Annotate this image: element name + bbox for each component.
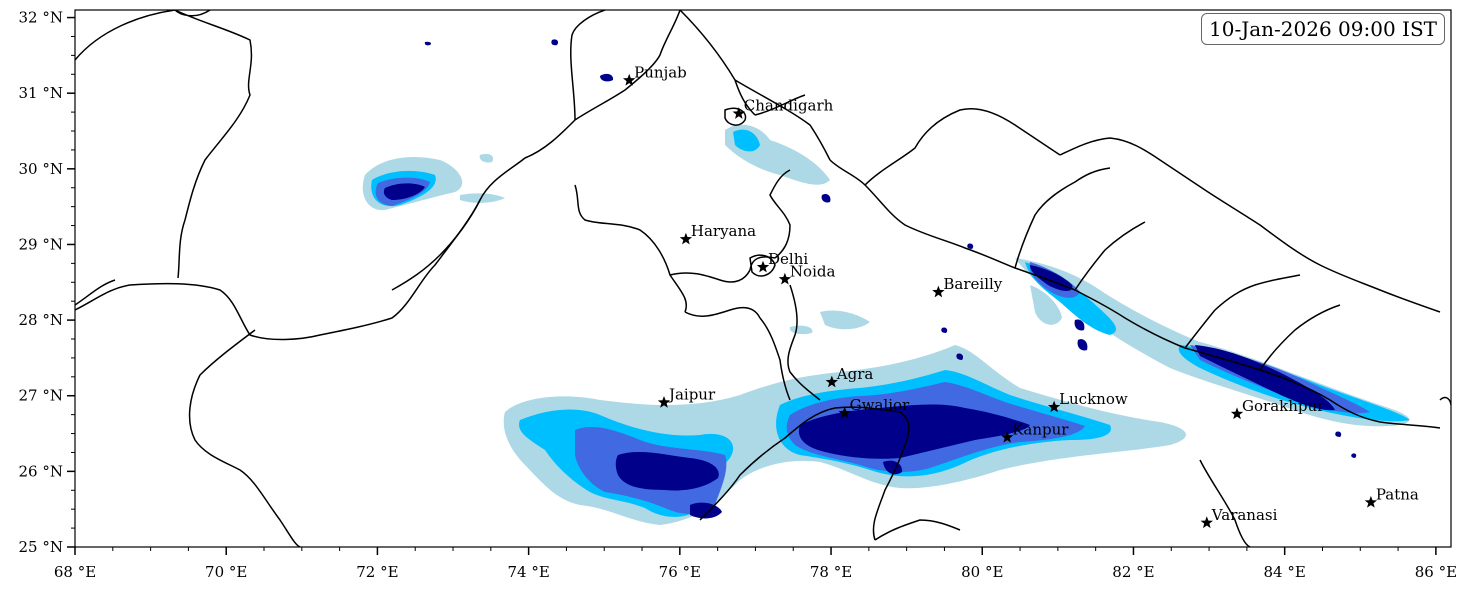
city-gorakhpur: Gorakhpur xyxy=(1230,397,1325,420)
city-label: Punjab xyxy=(634,63,687,81)
star-icon xyxy=(778,272,792,285)
y-tick-label: 32 °N xyxy=(19,9,63,27)
timestamp-label: 10-Jan-2026 09:00 IST xyxy=(1201,13,1445,45)
city-label: Gorakhpur xyxy=(1242,397,1325,415)
city-lucknow: Lucknow xyxy=(1047,390,1128,413)
y-tick-label: 30 °N xyxy=(19,160,63,178)
y-tick-label: 26 °N xyxy=(19,462,63,480)
y-tick-label: 25 °N xyxy=(19,538,63,556)
x-tick-label: 86 °E xyxy=(1415,563,1457,581)
city-kanpur: Kanpur xyxy=(1001,420,1069,443)
country-state-boundaries xyxy=(75,10,1451,547)
city-delhi: Delhi xyxy=(756,250,808,273)
y-tick-label: 31 °N xyxy=(19,84,63,102)
city-label: Varanasi xyxy=(1211,506,1278,524)
city-label: Chandigarh xyxy=(744,97,834,115)
city-punjab: Punjab xyxy=(623,63,687,86)
x-tick-label: 84 °E xyxy=(1264,563,1306,581)
star-icon xyxy=(1047,400,1061,413)
star-icon xyxy=(1200,516,1213,529)
city-bareilly: Bareilly xyxy=(932,275,1003,298)
star-icon xyxy=(932,285,945,298)
x-tick-label: 68 °E xyxy=(54,563,96,581)
city-label: Patna xyxy=(1376,485,1419,503)
city-label: Agra xyxy=(836,365,874,383)
city-label: Haryana xyxy=(691,222,756,240)
city-chandigarh: Chandigarh xyxy=(732,97,834,119)
star-icon xyxy=(1230,407,1244,420)
city-label: Gwalior xyxy=(850,396,910,414)
map-frame xyxy=(74,9,1452,548)
x-tick-label: 74 °E xyxy=(507,563,549,581)
city-label: Kanpur xyxy=(1012,420,1069,438)
city-varanasi: Varanasi xyxy=(1200,506,1278,529)
y-tick-label: 28 °N xyxy=(19,311,63,329)
city-label: Noida xyxy=(790,262,836,280)
precipitation-shading xyxy=(362,39,1410,525)
city-patna: Patna xyxy=(1364,485,1419,508)
city-label: Jaipur xyxy=(667,386,716,404)
city-label: Delhi xyxy=(768,250,808,268)
x-tick-label: 78 °E xyxy=(810,563,852,581)
y-tick-label: 27 °N xyxy=(19,387,63,405)
city-label: Lucknow xyxy=(1059,390,1128,408)
y-axis: 25 °N 26 °N 27 °N 28 °N 29 °N 30 °N 31 °N 32 °N xyxy=(19,9,75,556)
x-tick-label: 72 °E xyxy=(356,563,398,581)
star-icon xyxy=(756,260,770,273)
x-axis: 68 °E 70 °E 72 °E 74 °E 76 °E 78 °E 80 °E 82 °E… xyxy=(54,547,1457,581)
city-jaipur: Jaipur xyxy=(657,386,716,408)
city-haryana: Haryana xyxy=(679,222,756,245)
city-agra: Agra xyxy=(825,365,874,388)
x-tick-label: 76 °E xyxy=(659,563,701,581)
star-icon xyxy=(838,406,851,419)
city-noida: Noida xyxy=(778,262,836,285)
star-icon xyxy=(825,375,838,388)
star-icon xyxy=(1364,495,1377,508)
star-icon xyxy=(623,73,636,86)
city-gwalior: Gwalior xyxy=(838,396,910,419)
x-tick-label: 82 °E xyxy=(1112,563,1154,581)
y-tick-label: 29 °N xyxy=(19,235,63,253)
star-icon xyxy=(732,107,745,119)
star-icon xyxy=(679,232,693,245)
x-tick-label: 80 °E xyxy=(961,563,1003,581)
star-icon xyxy=(1001,430,1014,443)
x-tick-label: 70 °E xyxy=(205,563,247,581)
star-icon xyxy=(657,396,671,408)
city-label: Bareilly xyxy=(943,275,1002,293)
